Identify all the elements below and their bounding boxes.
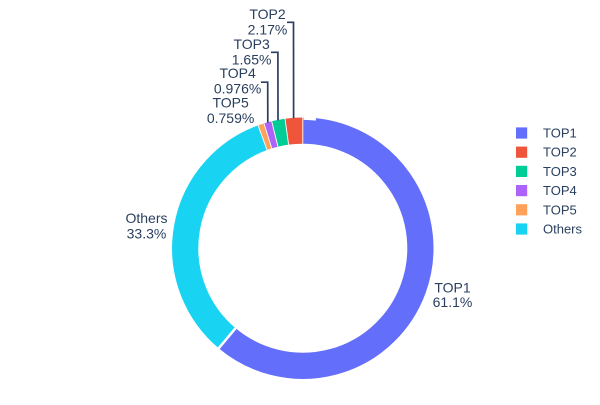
svg-text:61.1%: 61.1% bbox=[433, 294, 473, 310]
svg-text:TOP3: TOP3 bbox=[543, 164, 577, 179]
svg-text:TOP1: TOP1 bbox=[543, 126, 577, 141]
svg-text:2.17%: 2.17% bbox=[248, 21, 288, 37]
svg-text:0.759%: 0.759% bbox=[207, 110, 254, 126]
svg-text:Others: Others bbox=[125, 210, 167, 226]
svg-text:TOP4: TOP4 bbox=[219, 65, 256, 81]
svg-text:1.65%: 1.65% bbox=[232, 51, 272, 67]
svg-text:TOP3: TOP3 bbox=[233, 36, 270, 52]
svg-text:TOP4: TOP4 bbox=[543, 183, 577, 198]
svg-text:TOP5: TOP5 bbox=[212, 94, 249, 110]
svg-text:33.3%: 33.3% bbox=[127, 225, 167, 241]
svg-text:TOP5: TOP5 bbox=[543, 202, 577, 217]
svg-text:0.976%: 0.976% bbox=[214, 80, 261, 96]
svg-text:Others: Others bbox=[543, 222, 583, 237]
svg-text:TOP2: TOP2 bbox=[543, 145, 577, 160]
svg-text:TOP2: TOP2 bbox=[249, 6, 286, 22]
svg-text:TOP1: TOP1 bbox=[434, 280, 471, 296]
